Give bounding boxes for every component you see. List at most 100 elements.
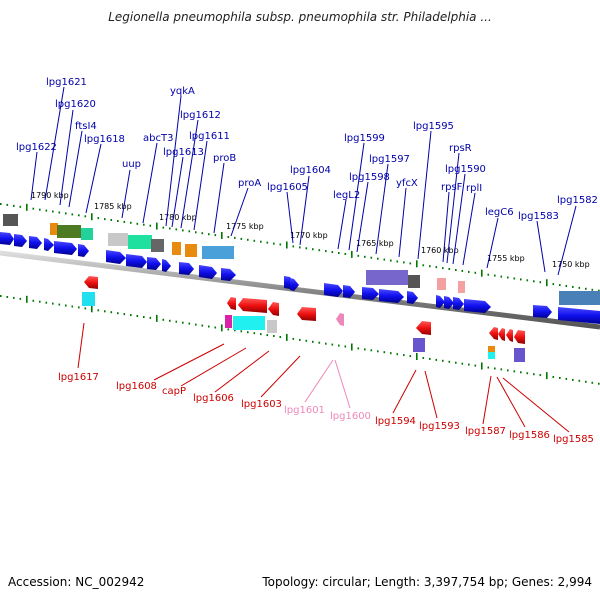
gene-arrow-forward[interactable] xyxy=(44,238,54,251)
gene-label[interactable]: yqkA xyxy=(170,86,195,97)
feature-box[interactable] xyxy=(81,228,93,240)
feature-box[interactable] xyxy=(366,270,408,285)
minor-tick xyxy=(104,218,106,221)
gene-arrow-forward[interactable] xyxy=(199,265,217,279)
gene-label[interactable]: lpg1604 xyxy=(290,165,331,176)
gene-arrow-forward[interactable] xyxy=(78,244,89,257)
gene-arrow-reverse[interactable] xyxy=(514,330,525,344)
feature-box[interactable] xyxy=(185,244,197,257)
feature-box[interactable] xyxy=(151,239,164,252)
gene-label[interactable]: lpg1618 xyxy=(84,134,125,145)
feature-box[interactable] xyxy=(437,278,446,290)
gene-label[interactable]: lpg1622 xyxy=(16,142,57,153)
gene-label[interactable]: lpg1599 xyxy=(344,133,385,144)
gene-label[interactable]: lpg1620 xyxy=(55,99,96,110)
gene-label[interactable]: rpsF xyxy=(441,182,463,193)
gene-label[interactable]: lpg1583 xyxy=(518,211,559,222)
gene-label[interactable]: lpg1612 xyxy=(180,110,221,121)
gene-arrow-forward[interactable] xyxy=(0,232,14,245)
gene-arrow-forward[interactable] xyxy=(54,241,77,255)
gene-label[interactable]: lpg1608 xyxy=(116,381,157,392)
gene-arrow-forward[interactable] xyxy=(221,268,236,281)
gene-arrow-forward[interactable] xyxy=(407,291,418,304)
gene-arrow-forward[interactable] xyxy=(14,234,27,247)
gene-label[interactable]: yfcX xyxy=(396,178,418,189)
gene-label[interactable]: lpg1611 xyxy=(189,131,230,142)
feature-box[interactable] xyxy=(408,275,420,288)
gene-arrow-forward[interactable] xyxy=(343,285,355,298)
gene-label[interactable]: legC6 xyxy=(485,207,514,218)
gene-arrow-forward[interactable] xyxy=(533,305,552,318)
gene-label[interactable]: proA xyxy=(238,178,261,189)
gene-arrow-forward[interactable] xyxy=(106,250,126,264)
gene-arrow-forward[interactable] xyxy=(290,278,299,291)
feature-box[interactable] xyxy=(108,233,128,246)
gene-label[interactable]: lpg1606 xyxy=(193,393,234,404)
gene-label[interactable]: lpg1590 xyxy=(445,164,486,175)
gene-arrow-forward[interactable] xyxy=(147,257,161,270)
feature-box[interactable] xyxy=(413,338,425,352)
gene-arrow-forward[interactable] xyxy=(453,297,464,310)
feature-box[interactable] xyxy=(3,214,18,226)
gene-label[interactable]: lpg1598 xyxy=(349,172,390,183)
feature-box[interactable] xyxy=(50,223,58,235)
gene-label[interactable]: lpg1613 xyxy=(163,147,204,158)
gene-label[interactable]: lpg1603 xyxy=(241,399,282,410)
gene-label[interactable]: lpg1605 xyxy=(267,182,308,193)
gene-label[interactable]: lpg1587 xyxy=(465,426,506,437)
gene-label[interactable]: lpg1595 xyxy=(413,121,454,132)
gene-arrow-reverse[interactable] xyxy=(297,307,316,321)
gene-arrow-forward[interactable] xyxy=(464,299,491,313)
gene-arrow-reverse[interactable] xyxy=(336,313,344,326)
gene-label[interactable]: abcT3 xyxy=(143,133,173,144)
feature-box[interactable] xyxy=(233,316,265,330)
feature-box[interactable] xyxy=(267,320,277,333)
gene-label[interactable]: lpg1601 xyxy=(284,405,325,416)
gene-label[interactable]: lpg1597 xyxy=(369,154,410,165)
gene-arrow-forward[interactable] xyxy=(324,283,343,297)
gene-arrow-reverse[interactable] xyxy=(506,329,513,342)
gene-arrow-forward[interactable] xyxy=(379,289,404,303)
feature-box[interactable] xyxy=(488,352,495,359)
gene-arrow-reverse[interactable] xyxy=(238,298,267,313)
gene-arrow-reverse[interactable] xyxy=(84,276,98,289)
feature-box[interactable] xyxy=(514,348,525,362)
gene-label[interactable]: legL2 xyxy=(333,190,360,201)
gene-label[interactable]: lpg1617 xyxy=(58,372,99,383)
gene-arrow-reverse[interactable] xyxy=(416,321,431,335)
gene-label[interactable]: proB xyxy=(213,153,236,164)
gene-label[interactable]: rplI xyxy=(466,183,482,194)
feature-box[interactable] xyxy=(458,281,465,293)
gene-arrow-reverse[interactable] xyxy=(268,302,279,316)
gene-arrow-forward[interactable] xyxy=(558,307,600,324)
gene-arrow-forward[interactable] xyxy=(436,295,445,308)
gene-label[interactable]: lpg1594 xyxy=(375,416,416,427)
gene-arrow-forward[interactable] xyxy=(362,287,379,300)
gene-label[interactable]: lpg1585 xyxy=(553,434,594,445)
feature-box[interactable] xyxy=(202,246,234,259)
feature-box[interactable] xyxy=(128,235,152,249)
feature-box[interactable] xyxy=(57,225,81,238)
gene-arrow-reverse[interactable] xyxy=(489,327,498,340)
feature-box[interactable] xyxy=(488,346,495,352)
gene-arrow-forward[interactable] xyxy=(162,259,171,272)
gene-label[interactable]: ftsI4 xyxy=(75,121,97,132)
gene-label[interactable]: lpg1600 xyxy=(330,411,371,422)
feature-box[interactable] xyxy=(82,292,95,306)
gene-label[interactable]: lpg1593 xyxy=(419,421,460,432)
gene-arrow-forward[interactable] xyxy=(29,236,42,249)
gene-label[interactable]: lpg1586 xyxy=(509,430,550,441)
feature-box[interactable] xyxy=(559,291,600,305)
gene-arrow-forward[interactable] xyxy=(126,254,147,268)
gene-arrow-forward[interactable] xyxy=(444,296,454,309)
gene-arrow-reverse[interactable] xyxy=(227,297,236,310)
gene-label[interactable]: lpg1621 xyxy=(46,77,87,88)
gene-arrow-forward[interactable] xyxy=(179,262,194,275)
feature-box[interactable] xyxy=(172,242,181,255)
gene-arrow-reverse[interactable] xyxy=(498,328,505,341)
gene-label[interactable]: uup xyxy=(122,159,141,170)
gene-label[interactable]: capP xyxy=(162,386,186,397)
gene-label[interactable]: lpg1582 xyxy=(557,195,598,206)
feature-box[interactable] xyxy=(225,315,232,328)
gene-label[interactable]: rpsR xyxy=(449,143,472,154)
